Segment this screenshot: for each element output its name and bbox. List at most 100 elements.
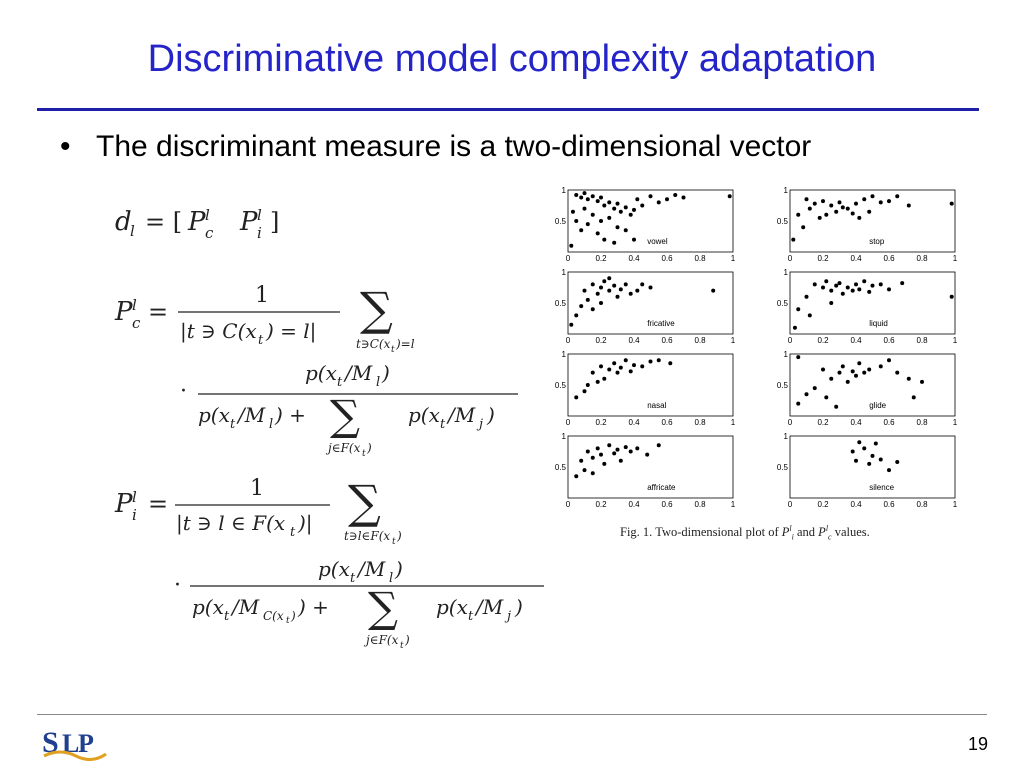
caption-mid: and	[793, 525, 819, 540]
scatter-point	[599, 364, 603, 369]
scatter-point	[648, 285, 653, 290]
x-tick-label: 0.4	[628, 418, 640, 427]
x-tick-label: 0.6	[661, 254, 673, 263]
scatter-point	[582, 206, 587, 211]
scatter-point	[607, 215, 612, 220]
scatter-point	[895, 460, 900, 465]
scatter-point	[949, 201, 954, 206]
svg-text:j∈F(x: j∈F(x	[363, 633, 399, 647]
svg-text:c: c	[205, 224, 214, 242]
svg-text:|t ∋ C(x: |t ∋ C(x	[180, 319, 257, 344]
scatter-point	[862, 197, 867, 202]
scatter-point	[870, 194, 875, 199]
scatter-point	[599, 452, 603, 457]
scatter-point	[595, 199, 600, 204]
scatter-point	[807, 313, 812, 318]
scatter-point	[590, 307, 595, 312]
scatter-point	[812, 386, 817, 391]
scatter-point	[656, 200, 661, 205]
svg-text:t∋l∈F(x: t∋l∈F(x	[344, 529, 390, 543]
svg-text:l: l	[132, 296, 137, 314]
svg-text:|t ∋ l ∈ F(x: |t ∋ l ∈ F(x	[176, 511, 285, 536]
scatter-point	[618, 287, 623, 292]
scatter-point	[640, 364, 645, 369]
svg-text:t: t	[350, 571, 356, 586]
scatter-point	[791, 237, 796, 242]
svg-text:) = l|: ) = l|	[265, 319, 316, 344]
svg-text:l: l	[389, 571, 393, 586]
scatter-point	[873, 441, 878, 446]
scatter-point	[648, 194, 653, 199]
scatter-point	[582, 191, 587, 196]
caption-end: values.	[831, 525, 870, 540]
scatter-point	[607, 200, 612, 205]
scatter-point	[574, 313, 579, 318]
y-tick-label: 0.5	[555, 463, 567, 472]
svg-text:p(x: p(x	[305, 361, 337, 385]
y-tick-label: 0.5	[555, 381, 567, 390]
x-tick-label: 0.4	[628, 254, 640, 263]
scatter-point	[895, 194, 900, 199]
scatter-point	[821, 199, 825, 204]
subplot-vowel: 0.5 1 0 0.2 0.4 0.6 0.8 1 vowel	[555, 186, 736, 263]
scatter-point	[579, 304, 584, 309]
scatter-point	[837, 200, 842, 205]
x-tick-label: 0.4	[850, 254, 862, 263]
svg-text:t: t	[290, 525, 296, 540]
scatter-point	[628, 449, 633, 454]
svg-text:/M: /M	[474, 595, 504, 619]
scatter-point	[857, 361, 862, 366]
scatter-point	[570, 209, 575, 214]
subplot-label: stop	[869, 237, 885, 246]
scatter-point	[623, 445, 628, 450]
svg-text:P: P	[114, 489, 133, 519]
svg-text:/M: /M	[446, 403, 476, 427]
svg-text:]: ]	[270, 208, 279, 236]
scatter-point	[867, 367, 872, 372]
subplot-frame	[567, 353, 734, 417]
scatter-point	[615, 225, 620, 230]
scatter-point	[602, 237, 607, 242]
svg-text:t∋C(x: t∋C(x	[356, 337, 391, 351]
svg-text:S: S	[42, 726, 59, 759]
scatter-point	[845, 285, 850, 290]
y-tick-label: 0.5	[555, 217, 567, 226]
x-tick-label: 1	[731, 254, 736, 263]
scatter-point	[595, 379, 600, 384]
scatter-point	[628, 212, 633, 217]
scatter-point	[585, 222, 590, 227]
x-tick-label: 0.6	[661, 336, 673, 345]
scatter-point	[840, 205, 845, 210]
svg-text:l: l	[205, 206, 210, 224]
scatter-point	[796, 307, 801, 312]
scatter-point	[878, 457, 883, 462]
subplot-frame	[789, 189, 956, 253]
x-tick-label: 0.4	[628, 500, 640, 509]
scatter-point	[595, 291, 600, 296]
y-tick-label: 1	[562, 350, 567, 359]
x-tick-label: 1	[731, 500, 736, 509]
subplot-frame	[567, 189, 734, 253]
scatter-point	[579, 195, 584, 200]
scatter-point	[837, 281, 842, 286]
scatter-point	[615, 294, 620, 299]
scatter-point	[635, 446, 640, 451]
svg-text:): )	[396, 529, 402, 543]
scatter-point	[906, 376, 911, 381]
scatter-point	[862, 370, 867, 375]
scatter-point	[850, 288, 855, 293]
scatter-point	[595, 231, 600, 236]
subplot-label: vowel	[647, 237, 668, 246]
scatter-point	[854, 201, 858, 206]
svg-text:t: t	[230, 417, 236, 432]
x-tick-label: 0.2	[817, 254, 829, 263]
scatter-point	[727, 194, 732, 199]
scatter-point	[574, 192, 579, 197]
scatter-point	[632, 363, 636, 368]
svg-text:∑: ∑	[360, 282, 393, 336]
scatter-point	[792, 325, 797, 330]
x-tick-label: 0.6	[661, 418, 673, 427]
subplot-label: silence	[869, 483, 894, 492]
scatter-point	[612, 240, 617, 245]
y-tick-label: 0.5	[777, 217, 789, 226]
